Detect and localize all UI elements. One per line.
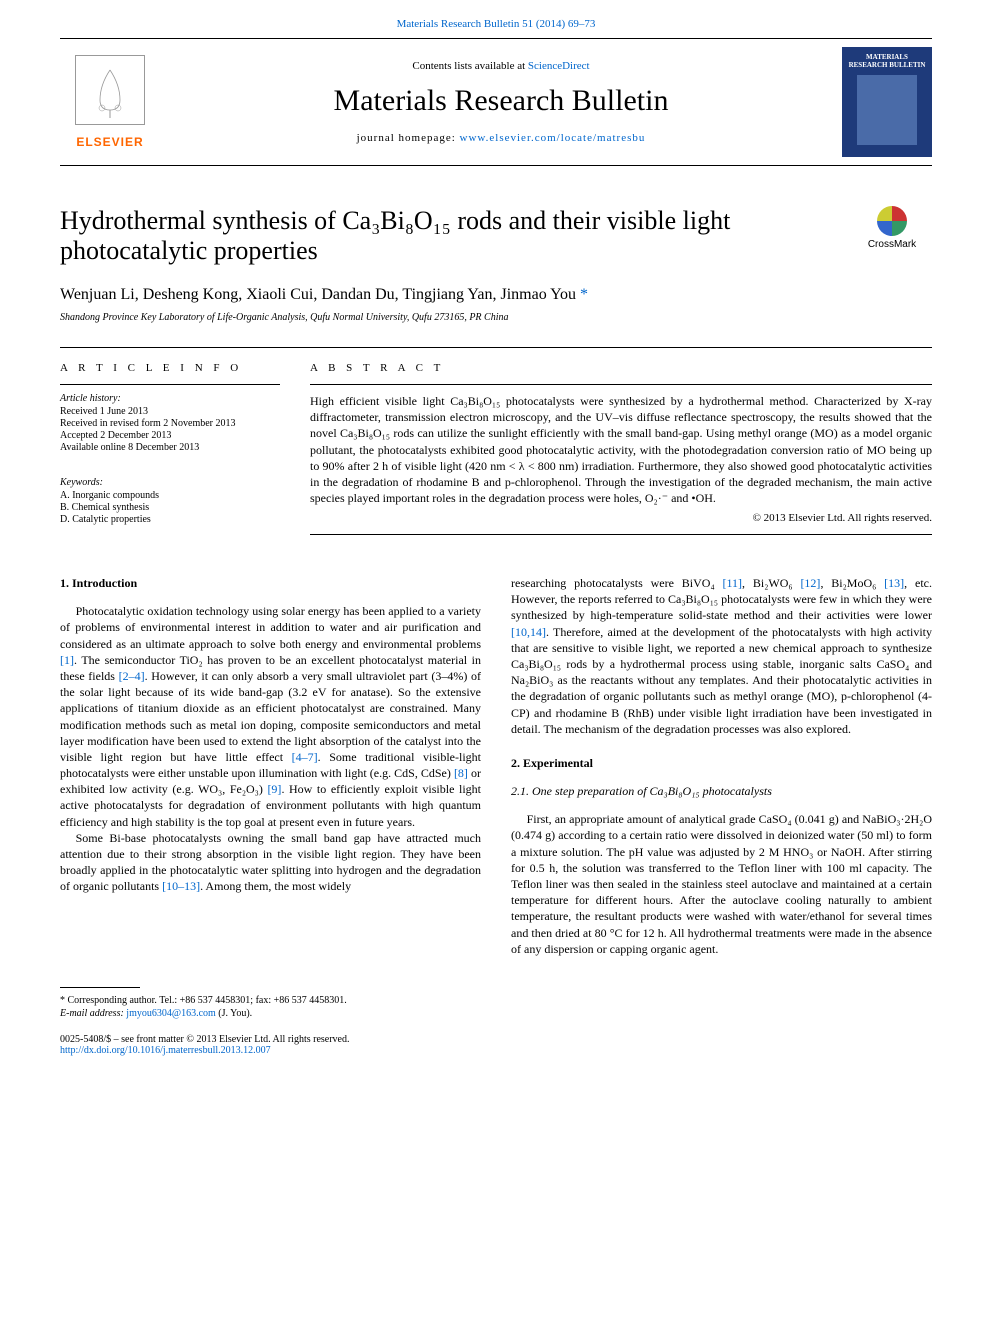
ref-link-10-14[interactable]: [10,14] — [511, 625, 546, 639]
history-revised: Received in revised form 2 November 2013 — [60, 418, 280, 429]
contents-prefix: Contents lists available at — [412, 60, 527, 72]
ref-link-1[interactable]: [1] — [60, 653, 74, 667]
body-column-right: researching photocatalysts were BiVO₄ [1… — [511, 575, 932, 957]
journal-cover-title: MATERIALS RESEARCH BULLETIN — [848, 53, 926, 69]
crossmark-icon — [877, 206, 907, 236]
abstract-text: High efficient visible light Ca₃Bi₈O₁₅ p… — [310, 393, 932, 506]
ref-link-13[interactable]: [13] — [884, 576, 904, 590]
abstract-copyright: © 2013 Elsevier Ltd. All rights reserved… — [310, 512, 932, 524]
email-suffix: (J. You). — [216, 1008, 252, 1019]
ref-link-8[interactable]: [8] — [454, 766, 468, 780]
keywords-heading: Keywords: — [60, 477, 280, 488]
article-history-block: Article history: Received 1 June 2013 Re… — [60, 384, 280, 453]
corresponding-author-footnote: * Corresponding author. Tel.: +86 537 44… — [60, 994, 932, 1007]
crossmark-label: CrossMark — [852, 239, 932, 250]
history-received: Received 1 June 2013 — [60, 406, 280, 417]
email-line: E-mail address: jmyou6304@163.com (J. Yo… — [60, 1007, 932, 1020]
doi-link[interactable]: http://dx.doi.org/10.1016/j.materresbull… — [60, 1045, 271, 1056]
journal-center: Contents lists available at ScienceDirec… — [160, 60, 842, 144]
ref-link-12[interactable]: [12] — [800, 576, 820, 590]
contents-line: Contents lists available at ScienceDirec… — [160, 60, 842, 72]
elsevier-logo: ELSEVIER — [60, 55, 160, 149]
journal-citation: Materials Research Bulletin 51 (2014) 69… — [0, 0, 992, 38]
section-2-heading: 2. Experimental — [511, 755, 932, 771]
journal-cover-thumbnail: MATERIALS RESEARCH BULLETIN — [842, 47, 932, 157]
homepage-line: journal homepage: www.elsevier.com/locat… — [160, 132, 842, 144]
email-link[interactable]: jmyou6304@163.com — [126, 1008, 215, 1019]
section-2-1-heading: 2.1. One step preparation of Ca₃Bi₈O₁₅ p… — [511, 783, 932, 799]
keywords-block: Keywords: A. Inorganic compounds B. Chem… — [60, 469, 280, 525]
intro-para-2: Some Bi-base photocatalysts owning the s… — [60, 830, 481, 895]
footnote-text: * Corresponding author. Tel.: +86 537 44… — [60, 994, 932, 1020]
journal-title: Materials Research Bulletin — [160, 84, 842, 118]
article-info-heading: A R T I C L E I N F O — [60, 362, 280, 374]
abstract-heading: A B S T R A C T — [310, 362, 932, 374]
homepage-link[interactable]: www.elsevier.com/locate/matresbu — [460, 132, 646, 144]
article-header: Hydrothermal synthesis of Ca₃Bi₈O₁₅ rods… — [60, 166, 932, 323]
journal-header: ELSEVIER Contents lists available at Sci… — [60, 38, 932, 166]
issn-line: 0025-5408/$ – see front matter © 2013 El… — [60, 1034, 932, 1045]
elsevier-wordmark: ELSEVIER — [76, 135, 143, 149]
keyword-a: A. Inorganic compounds — [60, 490, 280, 501]
section-1-heading: 1. Introduction — [60, 575, 481, 591]
authors-text: Wenjuan Li, Desheng Kong, Xiaoli Cui, Da… — [60, 286, 576, 303]
ref-link-4-7[interactable]: [4–7] — [292, 750, 318, 764]
intro-para-1: Photocatalytic oxidation technology usin… — [60, 603, 481, 830]
footnote-rule — [60, 987, 140, 988]
keyword-b: B. Chemical synthesis — [60, 502, 280, 513]
authors-list: Wenjuan Li, Desheng Kong, Xiaoli Cui, Da… — [60, 286, 932, 304]
sciencedirect-link[interactable]: ScienceDirect — [528, 60, 590, 72]
abstract-block: A B S T R A C T High efficient visible l… — [310, 348, 932, 541]
ref-link-10-13[interactable]: [10–13] — [162, 879, 200, 893]
email-label: E-mail address: — [60, 1008, 126, 1019]
corresponding-author-link[interactable]: * — [576, 286, 588, 303]
ref-link-2-4[interactable]: [2–4] — [119, 669, 145, 683]
info-section: A R T I C L E I N F O Article history: R… — [60, 347, 932, 541]
footer-copyright: 0025-5408/$ – see front matter © 2013 El… — [60, 1034, 932, 1056]
keyword-d: D. Catalytic properties — [60, 514, 280, 525]
footer-block: * Corresponding author. Tel.: +86 537 44… — [60, 987, 932, 1056]
history-accepted: Accepted 2 December 2013 — [60, 430, 280, 441]
journal-citation-link[interactable]: Materials Research Bulletin 51 (2014) 69… — [397, 18, 596, 30]
crossmark-badge[interactable]: CrossMark — [852, 206, 932, 250]
ref-link-9[interactable]: [9] — [267, 782, 281, 796]
ref-link-11[interactable]: [11] — [723, 576, 743, 590]
affiliation: Shandong Province Key Laboratory of Life… — [60, 312, 932, 323]
history-online: Available online 8 December 2013 — [60, 442, 280, 453]
journal-cover-image — [857, 75, 917, 145]
body-column-left: 1. Introduction Photocatalytic oxidation… — [60, 575, 481, 957]
article-info-block: A R T I C L E I N F O Article history: R… — [60, 348, 280, 541]
article-history-heading: Article history: — [60, 393, 280, 404]
elsevier-tree-icon — [75, 55, 145, 125]
homepage-label: journal homepage: — [357, 132, 460, 144]
intro-para-3: researching photocatalysts were BiVO₄ [1… — [511, 575, 932, 737]
article-title: Hydrothermal synthesis of Ca₃Bi₈O₁₅ rods… — [60, 206, 832, 266]
experimental-para-1: First, an appropriate amount of analytic… — [511, 811, 932, 957]
abstract-bottom-rule — [310, 534, 932, 535]
body-columns: 1. Introduction Photocatalytic oxidation… — [60, 541, 932, 957]
